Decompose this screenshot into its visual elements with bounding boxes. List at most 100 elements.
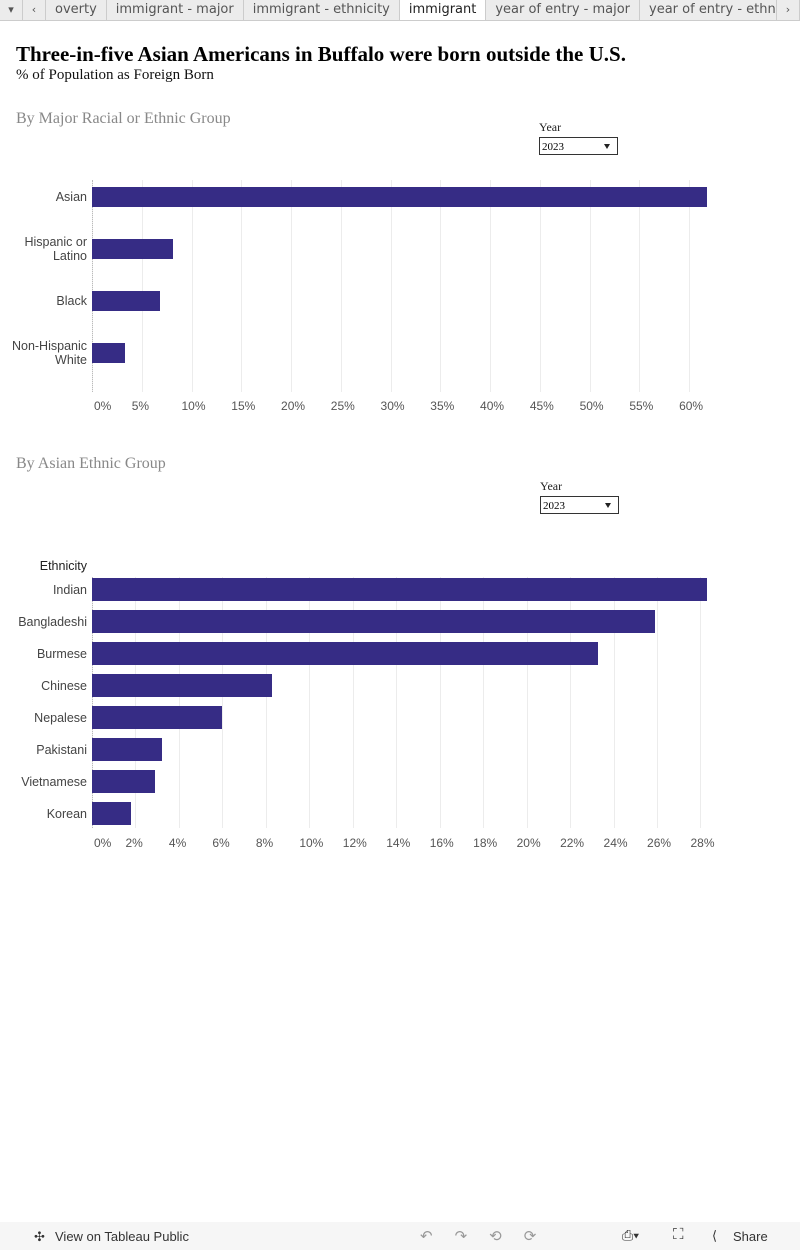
- fullscreen-button[interactable]: ⛶: [673, 1226, 684, 1243]
- tab[interactable]: immigrant - ethnicity: [244, 0, 400, 20]
- y-tick-label: Non-Hispanic White: [11, 339, 87, 367]
- bar: [92, 738, 162, 761]
- grid-line: [483, 577, 485, 828]
- year-dropdown[interactable]: 2023: [539, 137, 618, 155]
- tab-menu[interactable]: ▾: [0, 0, 23, 20]
- share-icon: ⟨: [712, 1228, 718, 1243]
- y-tick-label: Hispanic or Latino: [24, 235, 87, 263]
- title: Three-in-five Asian Americans in Buffalo…: [16, 42, 626, 66]
- axis-line: [92, 577, 93, 828]
- filter-label: Year: [540, 479, 563, 493]
- download-button[interactable]: ⎙▾: [622, 1227, 640, 1243]
- x-tick-label: 60%: [679, 399, 704, 413]
- year-dropdown[interactable]: 2023: [540, 496, 619, 514]
- grid-line: [689, 180, 691, 392]
- tab[interactable]: immigrant - major: [107, 0, 244, 20]
- grid-line: [570, 577, 572, 828]
- x-tick-label: 24%: [603, 836, 628, 850]
- x-tick-label: 6%: [212, 836, 230, 850]
- y-tick-label: Chinese: [41, 678, 87, 693]
- grid-line: [291, 180, 293, 392]
- x-tick-label: 20%: [281, 399, 306, 413]
- tab[interactable]: year of entry - ethnicity: [640, 0, 800, 20]
- axis-line: [92, 180, 93, 392]
- view-link[interactable]: View on Tableau Public: [55, 1229, 189, 1244]
- x-tick-label: 14%: [386, 836, 411, 850]
- grid-line: [539, 180, 541, 392]
- footer: ✣ View on Tableau Public ↶↷⟲⟳ ⎙▾ ⛶ ⟨ Sha…: [0, 1222, 800, 1250]
- x-tick-label: 4%: [168, 836, 187, 850]
- tab-bar: ▾ ‹ overty immigrant - major immigrant - e…: [0, 0, 800, 21]
- bar: [92, 770, 156, 793]
- grid-line: [141, 180, 143, 392]
- section-title: By Asian Ethnic Group: [16, 455, 166, 472]
- x-tick-label: 0%: [94, 836, 112, 850]
- tab[interactable]: year of entry - major: [486, 0, 641, 20]
- x-tick-label: 10%: [181, 399, 206, 413]
- x-tick-label: 50%: [579, 399, 604, 413]
- y-tick-label: Indian: [52, 582, 87, 597]
- grid-line: [222, 577, 224, 828]
- grid-line: [191, 180, 193, 392]
- tab[interactable]: immigrant: [399, 0, 487, 20]
- x-tick-label: 16%: [429, 836, 454, 850]
- toolbar-icons: ↶↷⟲⟳: [420, 1228, 559, 1245]
- y-tick-label: Asian: [55, 190, 87, 204]
- x-tick-label: 30%: [380, 399, 405, 413]
- grid-line: [657, 577, 659, 828]
- grid-line: [340, 180, 342, 392]
- bar: [92, 291, 160, 311]
- tab-next[interactable]: ›: [776, 0, 800, 20]
- x-tick-label: 8%: [255, 836, 274, 850]
- grid-line: [700, 577, 702, 828]
- filter-label: Year: [539, 120, 562, 134]
- subtitle: % of Population as Foreign Born: [16, 67, 214, 83]
- grid-line: [241, 180, 243, 392]
- x-tick-label: 28%: [690, 836, 715, 850]
- y-tick-label: Nepalese: [34, 710, 87, 725]
- grid-line: [589, 180, 591, 392]
- bar: [92, 802, 132, 825]
- section-title: By Major Racial or Ethnic Group: [16, 110, 231, 127]
- x-tick-label: 35%: [430, 399, 455, 413]
- x-tick-label: 20%: [516, 836, 541, 850]
- y-tick-label: Burmese: [36, 646, 87, 661]
- grid-line: [439, 577, 441, 828]
- bar: [92, 642, 599, 665]
- x-tick-label: 5%: [131, 399, 150, 413]
- category-header: Ethnicity: [39, 559, 87, 573]
- tab-prev[interactable]: ‹: [23, 0, 46, 20]
- y-tick-label: Korean: [46, 806, 87, 821]
- grid-line: [396, 577, 398, 828]
- bar: [92, 187, 707, 207]
- x-tick-label: 55%: [629, 399, 654, 413]
- x-tick-label: 25%: [330, 399, 355, 413]
- grid-line: [490, 180, 492, 392]
- grid-line: [613, 577, 615, 828]
- y-tick-label: Black: [56, 294, 87, 308]
- grid-line: [352, 577, 354, 828]
- share-button[interactable]: Share: [733, 1229, 768, 1244]
- grid-line: [440, 180, 442, 392]
- tab[interactable]: overty: [46, 0, 107, 20]
- bar: [92, 706, 223, 729]
- y-tick-label: Vietnamese: [21, 774, 87, 789]
- x-tick-label: 18%: [473, 836, 498, 850]
- grid-line: [265, 577, 267, 828]
- y-tick-label: Bangladeshi: [18, 614, 87, 629]
- x-tick-label: 10%: [299, 836, 324, 850]
- x-tick-label: 15%: [231, 399, 256, 413]
- bar: [92, 239, 173, 259]
- x-tick-label: 12%: [342, 836, 367, 850]
- x-tick-label: 0%: [94, 399, 112, 413]
- bar: [92, 578, 707, 601]
- bar: [92, 674, 273, 697]
- bar: [92, 610, 655, 633]
- y-tick-label: Pakistani: [36, 742, 87, 757]
- grid-line: [390, 180, 392, 392]
- x-tick-label: 2%: [125, 836, 143, 850]
- tableau-icon: ✣: [34, 1229, 45, 1244]
- x-tick-label: 45%: [529, 399, 554, 413]
- x-tick-label: 40%: [480, 399, 505, 413]
